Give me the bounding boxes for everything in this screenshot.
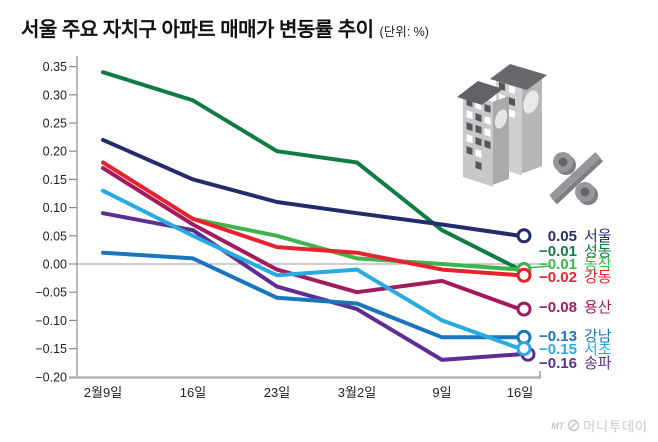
y-axis-tick-label: 0.10	[43, 201, 67, 215]
building-front-side	[493, 95, 509, 185]
x-axis-tick-label: 9일	[432, 385, 451, 400]
series-end-dot-gangdong	[516, 267, 532, 283]
y-axis-tick-label: 0.25	[43, 117, 67, 131]
y-axis-tick-label: −0.05	[35, 286, 67, 300]
building-back-roof	[490, 64, 547, 90]
percent-symbol	[549, 152, 604, 205]
y-axis-tick-label: 0.15	[43, 173, 67, 187]
building-front-roof	[457, 81, 503, 105]
series-line-yongsan	[101, 166, 522, 312]
x-axis-tick-label: 16일	[507, 385, 533, 400]
series-end-dot-seoul	[516, 228, 532, 244]
unit-label: (단위: %)	[379, 25, 429, 39]
legend-leader-dongjak	[529, 265, 552, 269]
series-line-seongdong	[101, 70, 522, 272]
series-line-seoul	[101, 137, 522, 238]
page-title: 서울 주요 자치구 아파트 매매가 변동률 추이	[21, 19, 374, 41]
y-axis-tick-label: 0.30	[43, 88, 67, 102]
series-end-dot-yongsan	[516, 301, 532, 317]
series-end-dot-seocho	[516, 341, 532, 357]
y-axis-tick-label: −0.15	[35, 342, 67, 356]
moneytoday-logo: MT 머니투데이	[551, 416, 648, 435]
y-axis-tick-label: 0.35	[43, 60, 67, 74]
logo-mt-text: MT	[551, 420, 565, 431]
y-axis-tick-label: −0.20	[35, 370, 67, 384]
y-axis-tick-label: 0.05	[43, 229, 67, 243]
logo-name-text: 머니투데이	[583, 419, 648, 434]
y-axis-tick-label: 0.00	[43, 258, 67, 272]
x-axis-tick-label: 23일	[264, 385, 290, 400]
series-line-seocho	[101, 188, 522, 351]
x-axis-tick-label: 2월9일	[84, 385, 122, 400]
buildings-percent-icon	[457, 64, 604, 205]
building-front	[463, 91, 493, 187]
x-axis-tick-label: 16일	[180, 385, 206, 400]
y-axis-tick-label: 0.20	[43, 145, 67, 159]
series-line-gangdong	[101, 160, 522, 278]
series-line-dongjak	[191, 216, 522, 272]
x-axis-tick-label: 3월2일	[338, 385, 376, 400]
building-back-highlight	[523, 90, 539, 114]
y-axis-tick-label: −0.10	[35, 314, 67, 328]
title-row: 서울 주요 자치구 아파트 매매가 변동률 추이 (단위: %)	[21, 13, 429, 42]
logo-mark-icon	[567, 419, 580, 432]
series-line-gangnam	[101, 250, 522, 340]
building-front-highlight	[494, 109, 508, 129]
